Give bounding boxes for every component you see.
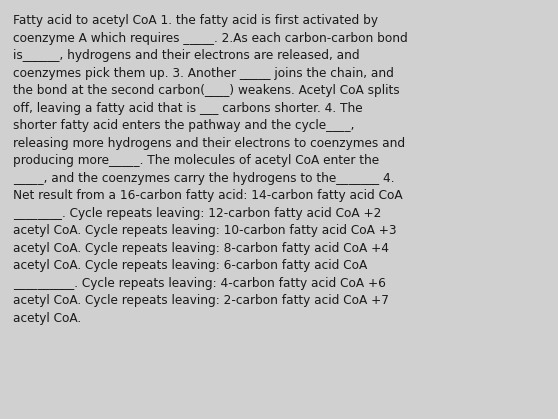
- Text: Fatty acid to acetyl CoA 1. the fatty acid is first activated by
coenzyme A whic: Fatty acid to acetyl CoA 1. the fatty ac…: [13, 14, 408, 324]
